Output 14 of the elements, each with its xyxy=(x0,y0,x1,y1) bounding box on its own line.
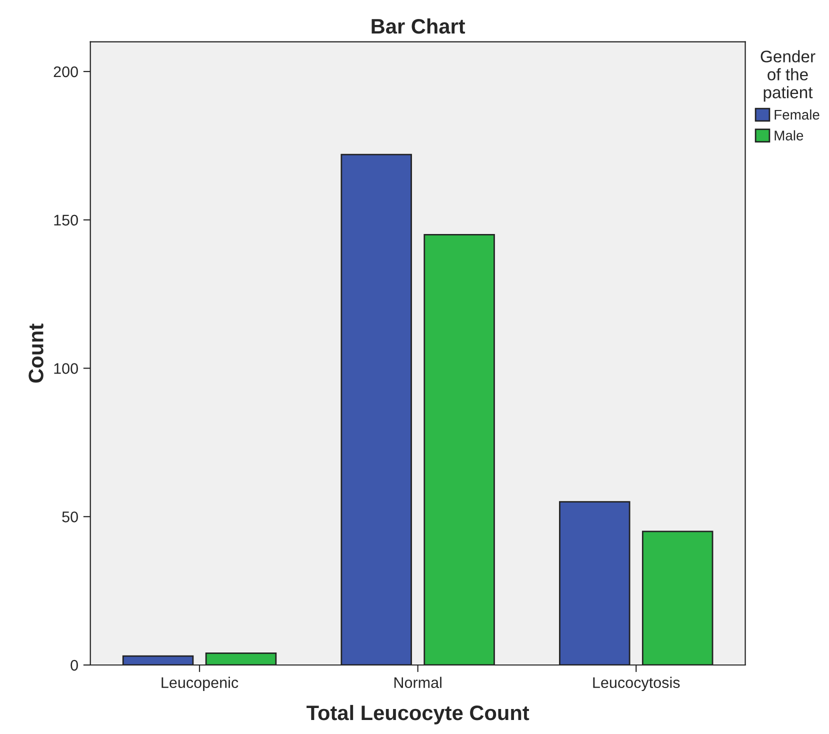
y-tick-label: 200 xyxy=(54,66,78,78)
x-tick-label: Normal xyxy=(394,676,442,688)
chart-title: Bar Chart xyxy=(372,18,466,34)
legend-label: Male xyxy=(774,130,804,140)
y-axis-title: Count xyxy=(28,324,44,383)
x-axis-title: Total Leucocyte Count xyxy=(306,704,530,724)
y-tick-label: 150 xyxy=(54,214,78,226)
x-tick-label: Leucopenic xyxy=(162,676,238,692)
legend-label: Female xyxy=(774,109,820,120)
y-tick-label: 100 xyxy=(54,363,78,374)
y-tick-label: 50 xyxy=(62,512,78,522)
x-tick-label: Leucocytosis xyxy=(593,676,680,692)
y-tick-label: 0 xyxy=(70,660,78,671)
legend-title: Gender of the patient xyxy=(760,50,816,102)
